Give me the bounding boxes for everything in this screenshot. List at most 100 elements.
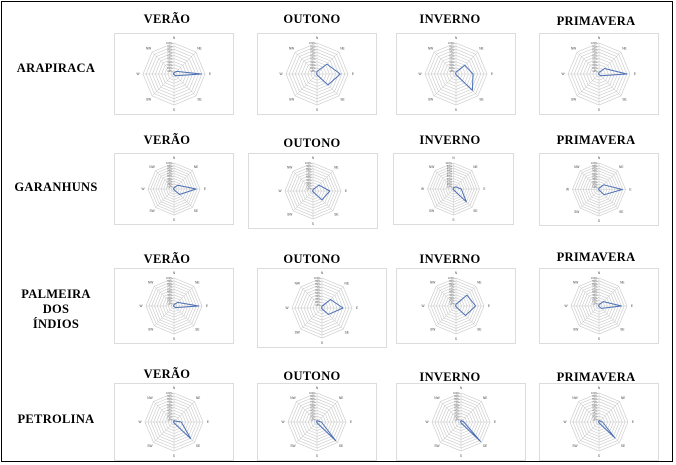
direction-label: NW [434, 396, 439, 400]
direction-label: S [173, 218, 175, 222]
radial-tick-label: 40% [167, 293, 173, 297]
radial-tick-label: 60% [310, 54, 316, 58]
direction-label: SW [573, 327, 578, 331]
radar-panel: 10% 20% 30% 40% 50% 60% 70% 80% 90% 100% N NE E SE S SW… [396, 383, 526, 461]
direction-label: W [421, 187, 424, 191]
direction-label: E [634, 72, 636, 76]
direction-label: N [598, 271, 601, 275]
radial-tick-label: 80% [592, 167, 598, 171]
radial-tick-label: 60% [310, 403, 316, 407]
direction-label: NE [345, 281, 349, 285]
radial-tick-label: 70% [592, 285, 598, 289]
direction-label: N [173, 156, 176, 160]
direction-label: SW [148, 327, 153, 331]
radial-tick-label: 80% [454, 397, 460, 401]
radial-tick-label: 70% [167, 285, 173, 289]
radial-tick-label: 40% [592, 177, 598, 181]
direction-label: SE [479, 97, 483, 101]
radial-tick-label: 40% [306, 178, 312, 182]
series-line [598, 184, 623, 196]
spoke [293, 190, 314, 211]
direction-label: S [173, 454, 175, 458]
radial-tick-label: 60% [449, 54, 455, 58]
radial-tick-label: 100% [591, 391, 598, 395]
radial-tick-label: 90% [310, 44, 316, 48]
season-header: PRIMAVERA [556, 370, 636, 384]
direction-label: NE [483, 396, 487, 400]
radial-tick-label: 70% [310, 400, 316, 404]
series-line [316, 63, 341, 86]
radial-tick-label: 90% [454, 394, 460, 398]
direction-label: SW [574, 210, 579, 214]
radar-panel: 10% 20% 30% 40% 50% 60% 70% 80% 90% 100% N NE E SE S SW… [396, 33, 516, 115]
direction-label: SE [334, 212, 338, 216]
spoke [294, 51, 318, 75]
radial-tick-label: 90% [592, 279, 598, 283]
radial-tick-label: 10% [310, 417, 316, 421]
direction-label: SW [572, 444, 577, 448]
radial-tick-label: 20% [449, 299, 455, 303]
direction-label: W [138, 420, 141, 424]
direction-label: S [455, 337, 457, 341]
radial-tick-label: 20% [167, 182, 173, 186]
spoke [579, 305, 600, 326]
radar-panel: 10% 20% 30% 40% 50% 60% 70% 80% 90% 100% N NE E SE S SW… [257, 33, 377, 115]
radial-tick-label: 50% [310, 57, 316, 61]
radial-tick-label: 100% [314, 276, 321, 280]
radar-chart: 10%20%30%40%50%60%70%80%90%100%N NE E SE S SW… [278, 156, 347, 226]
spoke [151, 51, 175, 75]
direction-label: SW [147, 444, 152, 448]
direction-label: E [488, 304, 490, 308]
radar-chart: 10%20%30%40%50%60%70%80%90%100%N NE E SE S SW… [564, 271, 633, 341]
direction-label: SE [196, 444, 200, 448]
station-label: PETROLINA [4, 412, 108, 427]
direction-label: E [632, 420, 634, 424]
radar-chart: 10%20%30%40%50%60%70%80%90%100%N NE E SE S SW… [418, 36, 493, 112]
direction-label: E [629, 188, 631, 192]
radial-tick-label: 90% [449, 279, 455, 283]
direction-label: E [352, 72, 354, 76]
direction-label: E [483, 187, 485, 191]
direction-label: NE [334, 166, 338, 170]
radial-tick-label: 10% [306, 186, 312, 190]
radial-tick-label: 30% [592, 412, 598, 416]
spoke [434, 170, 454, 190]
radial-tick-label: 50% [592, 174, 598, 178]
radial-tick-label: 40% [592, 293, 598, 297]
direction-label: NE [479, 47, 483, 51]
radar-panel: 10% 20% 30% 40% 50% 60% 70% 80% 90% 100% N NE E SE S SW… [396, 268, 516, 344]
season-header: INVERNO [419, 252, 481, 266]
radar-chart: 10%20%30%40%50%60%70%80%90%100%N NE E SE S SW… [563, 386, 634, 458]
direction-label: S [321, 341, 323, 345]
radar-panel: 10% 20% 30% 40% 50% 60% 70% 80% 90% 100% N NE E SE S SW… [114, 153, 234, 225]
spoke [433, 73, 457, 97]
direction-label: W [139, 304, 142, 308]
spoke [155, 188, 175, 208]
radar-panel: 10% 20% 30% 40% 50% 60% 70% 80% 90% 100% N NE E SE S SW… [248, 153, 378, 229]
direction-label: E [345, 189, 347, 193]
direction-label: E [207, 420, 209, 424]
direction-label: SE [340, 97, 344, 101]
radial-tick-label: 10% [592, 301, 598, 305]
radial-tick-label: 80% [167, 397, 173, 401]
radial-tick-label: 100% [448, 41, 455, 45]
radar-panel: 10% 20% 30% 40% 50% 60% 70% 80% 90% 100% N NE E SE S SW… [539, 268, 659, 344]
station-label-line: ARAPIRACA [16, 61, 96, 75]
spoke [455, 51, 479, 75]
radial-tick-label: 70% [315, 285, 321, 289]
radial-tick-label: 90% [449, 44, 455, 48]
radial-tick-label: 30% [167, 296, 173, 300]
radial-tick-label: 40% [310, 409, 316, 413]
season-header: INVERNO [419, 133, 481, 147]
radial-tick-label: 60% [592, 54, 598, 58]
direction-label: W [418, 72, 421, 76]
radial-tick-label: 40% [447, 177, 453, 181]
radial-tick-label: 70% [167, 169, 173, 173]
radial-tick-label: 50% [447, 174, 453, 178]
radial-tick-label: 10% [167, 185, 173, 189]
direction-label: NW [295, 281, 300, 285]
radial-tick-label: 90% [310, 394, 316, 398]
spoke [173, 73, 197, 97]
direction-label: SE [483, 444, 487, 448]
direction-label: W [285, 306, 288, 310]
